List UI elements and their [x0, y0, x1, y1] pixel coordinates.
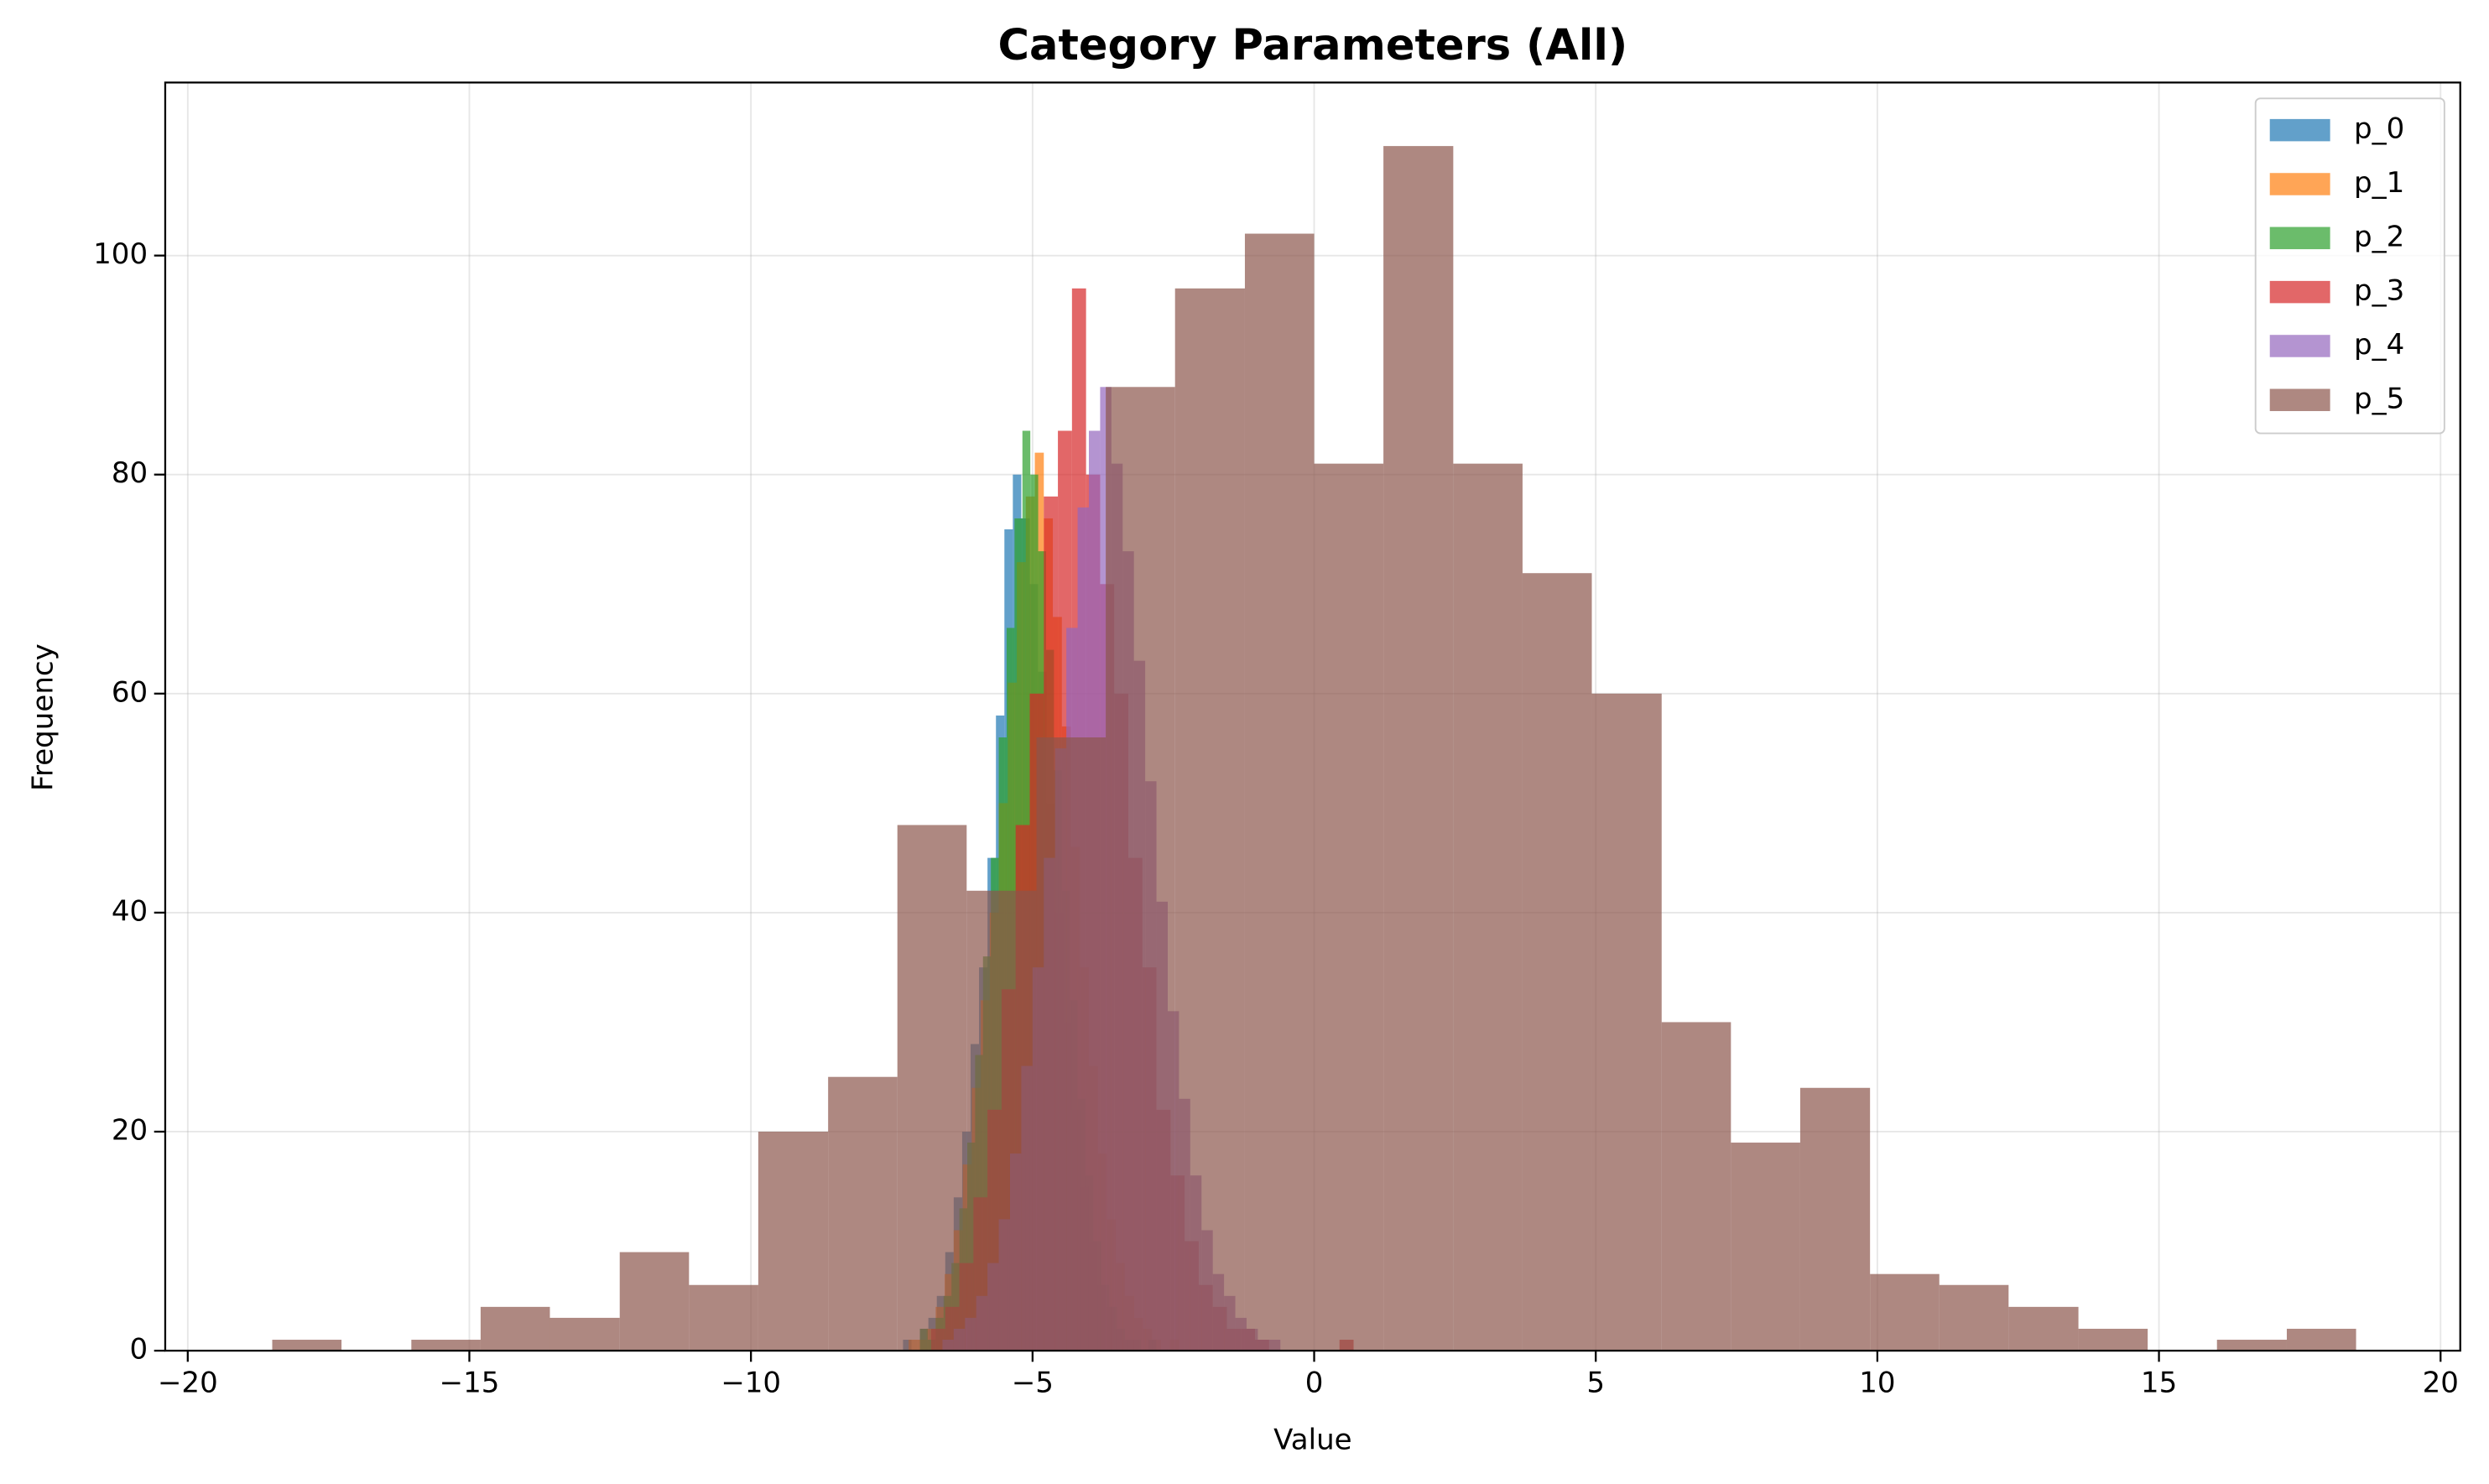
y-axis-label: Frequency — [27, 643, 60, 791]
plot-frame — [164, 81, 2461, 1352]
histogram-bar — [897, 825, 967, 1351]
y-tick-label: 0 — [129, 1333, 148, 1367]
legend-label: p_5 — [2354, 382, 2404, 415]
histogram-bar — [1383, 146, 1454, 1351]
histogram-bar — [411, 1340, 481, 1351]
legend-swatch — [2269, 388, 2330, 412]
legend-swatch — [2269, 335, 2330, 357]
histogram-bar — [2216, 1340, 2287, 1351]
x-tick-label: 5 — [1586, 1366, 1605, 1399]
histogram-bar — [966, 890, 1037, 1351]
histogram-bar — [619, 1252, 690, 1351]
legend-label: p_1 — [2354, 166, 2404, 200]
legend: p_0 p_1 p_2 p_3 p_4 p_5 — [2254, 97, 2445, 435]
y-tick-label: 40 — [112, 894, 148, 928]
histogram-bar — [1314, 463, 1384, 1351]
legend-label: p_0 — [2354, 112, 2404, 146]
histogram-bar — [828, 1076, 898, 1351]
legend-swatch — [2269, 118, 2330, 142]
histogram-bar — [1244, 233, 1315, 1351]
histogram-bar — [758, 1131, 829, 1351]
histogram-bar — [689, 1284, 758, 1351]
x-tick-label: 15 — [2141, 1366, 2177, 1399]
histogram-bar — [1799, 1087, 1871, 1351]
legend-label: p_2 — [2354, 220, 2404, 253]
histogram-bar — [1106, 387, 1175, 1351]
y-tick-label: 100 — [93, 237, 148, 271]
histogram-bar — [1174, 288, 1245, 1351]
histogram-bar — [1036, 737, 1107, 1351]
axes: −20 −15 −10 −5 0 5 10 15 20 0 20 40 60 80 100 — [93, 81, 2461, 1399]
x-tick-label: 0 — [1305, 1366, 1324, 1399]
legend-swatch — [2269, 227, 2330, 250]
y-tick-label: 80 — [112, 456, 148, 490]
histogram-bar — [2078, 1328, 2148, 1351]
histogram-bar — [549, 1317, 620, 1351]
histogram-bar — [1522, 573, 1592, 1351]
histogram-bar — [480, 1306, 550, 1351]
bars — [272, 146, 2356, 1351]
x-tick-label: 20 — [2423, 1366, 2459, 1399]
histogram-bar — [1453, 463, 1523, 1351]
y-tick-label: 20 — [112, 1113, 148, 1147]
x-tick-label: −10 — [721, 1366, 781, 1399]
y-tick-label: 60 — [112, 675, 148, 709]
x-tick-label: −15 — [440, 1366, 500, 1399]
histogram-bar — [1661, 1022, 1731, 1351]
histogram-bar — [2008, 1306, 2079, 1351]
legend-swatch — [2269, 280, 2330, 304]
histogram-bar — [1939, 1284, 2009, 1351]
legend-box — [2254, 97, 2445, 435]
legend-label: p_3 — [2354, 274, 2404, 308]
x-tick-label: −5 — [1012, 1366, 1054, 1399]
legend-swatch — [2269, 173, 2330, 195]
x-tick-label: −20 — [158, 1366, 218, 1399]
chart-title: Category Parameters (All) — [998, 21, 1628, 70]
histogram-bar — [1591, 693, 1662, 1351]
legend-label: p_4 — [2354, 328, 2404, 362]
histogram-bar — [2286, 1328, 2356, 1351]
histogram-bar — [1870, 1273, 1940, 1351]
histogram-bar — [272, 1340, 342, 1351]
histogram-bar — [1731, 1143, 1800, 1351]
x-axis-label: Value — [1273, 1423, 1352, 1456]
x-tick-label: 10 — [1859, 1366, 1895, 1399]
